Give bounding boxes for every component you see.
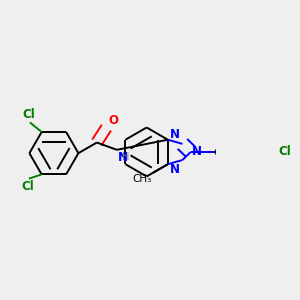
Text: Cl: Cl (279, 146, 291, 158)
Text: N: N (170, 163, 180, 176)
Text: H: H (122, 152, 130, 162)
Text: N: N (192, 146, 202, 158)
Text: Cl: Cl (22, 108, 35, 121)
Text: N: N (118, 151, 128, 164)
Text: Cl: Cl (21, 180, 34, 194)
Text: N: N (170, 128, 180, 141)
Text: O: O (108, 114, 118, 127)
Text: CH₃: CH₃ (133, 174, 152, 184)
